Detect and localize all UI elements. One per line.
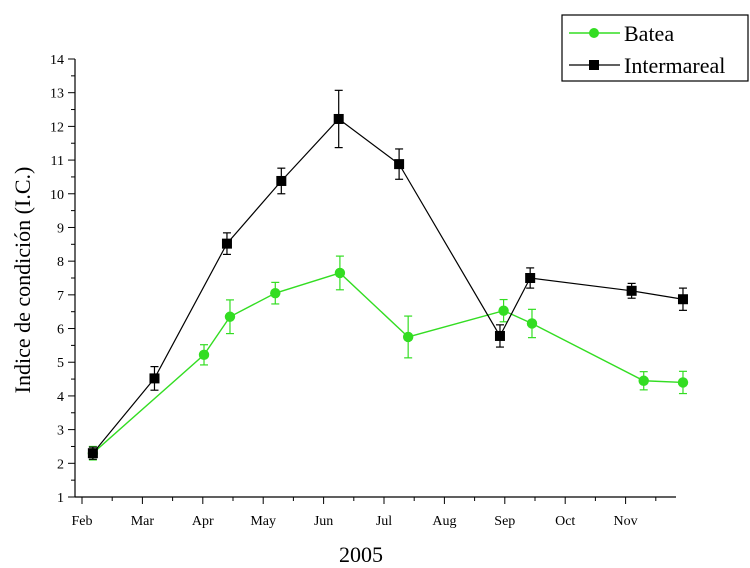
x-tick-label: Mar bbox=[131, 514, 155, 529]
x-tick-label: Nov bbox=[614, 514, 638, 529]
x-axis-ticks: Feb Mar Apr May Jun Jul Aug Sep Oct Nov bbox=[72, 497, 657, 529]
y-tick-label: 5 bbox=[57, 356, 64, 371]
data-point bbox=[270, 287, 281, 299]
x-tick-label: Feb bbox=[72, 514, 93, 529]
y-tick-label: 9 bbox=[57, 221, 64, 236]
y-tick-label: 2 bbox=[57, 457, 64, 472]
data-point bbox=[87, 448, 98, 459]
x-tick-label: Oct bbox=[555, 514, 575, 529]
data-point bbox=[526, 318, 538, 329]
x-tick-label: Apr bbox=[192, 514, 214, 529]
data-point bbox=[498, 305, 509, 316]
y-axis-title: Indice de condición (I.C.) bbox=[10, 167, 35, 394]
data-point bbox=[626, 285, 637, 296]
x-tick-label: May bbox=[250, 514, 276, 529]
data-point bbox=[198, 349, 210, 361]
data-point bbox=[224, 311, 236, 322]
y-tick-label: 13 bbox=[50, 87, 64, 102]
x-tick-label: Aug bbox=[432, 514, 456, 529]
legend-batea-marker bbox=[589, 28, 599, 38]
x-tick-label: Sep bbox=[494, 514, 515, 529]
y-tick-label: 3 bbox=[57, 424, 64, 439]
series-intermareal bbox=[87, 89, 688, 460]
y-tick-label: 11 bbox=[51, 154, 64, 169]
data-point bbox=[402, 331, 414, 343]
y-tick-label: 14 bbox=[50, 53, 64, 68]
x-tick-label: Jul bbox=[376, 514, 392, 529]
series-batea bbox=[87, 255, 689, 461]
x-tick-label: Jun bbox=[314, 514, 333, 529]
y-tick-label: 10 bbox=[50, 188, 64, 203]
data-point bbox=[221, 238, 232, 249]
data-point bbox=[494, 330, 505, 341]
data-point bbox=[394, 159, 405, 170]
y-tick-label: 6 bbox=[57, 323, 64, 338]
data-point bbox=[334, 267, 346, 279]
data-point bbox=[333, 113, 344, 124]
series-line bbox=[92, 118, 684, 454]
legend-batea-label: Batea bbox=[624, 21, 674, 46]
x-axis-title: 2005 bbox=[339, 542, 383, 567]
data-point bbox=[149, 373, 160, 384]
series-layer bbox=[87, 89, 689, 461]
legend: Batea Intermareal bbox=[561, 14, 749, 82]
data-point bbox=[638, 375, 649, 386]
legend-intermareal-label: Intermareal bbox=[624, 53, 725, 78]
plot-axes bbox=[74, 59, 676, 498]
legend-intermareal-marker bbox=[589, 60, 599, 70]
data-point bbox=[677, 377, 689, 388]
data-point bbox=[677, 294, 688, 305]
data-point bbox=[276, 175, 287, 186]
data-point bbox=[525, 273, 536, 283]
y-tick-label: 12 bbox=[50, 120, 64, 135]
y-tick-label: 7 bbox=[57, 289, 64, 304]
y-tick-label: 4 bbox=[57, 390, 64, 405]
y-tick-label: 8 bbox=[57, 255, 64, 270]
y-tick-label: 1 bbox=[57, 491, 64, 506]
series-line bbox=[92, 272, 684, 454]
